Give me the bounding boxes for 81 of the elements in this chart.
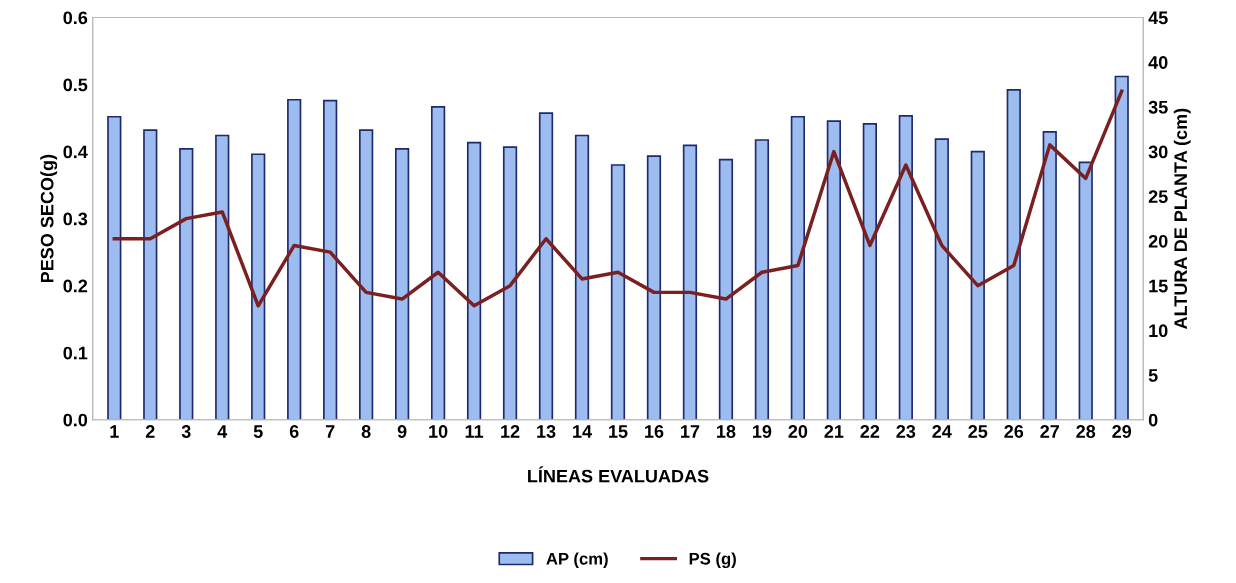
bar — [646, 155, 662, 420]
y2-tick-label: 5 — [1148, 369, 1158, 382]
bar — [1114, 75, 1129, 420]
y-tick-label: 0.6 — [63, 11, 88, 25]
bar — [502, 146, 518, 420]
x-tick-label: 14 — [573, 425, 592, 438]
x-tick-label: 21 — [824, 425, 844, 438]
x-tick-label: 17 — [681, 425, 700, 438]
y2-tick-label: 25 — [1148, 190, 1168, 203]
x-tick-label: 22 — [860, 425, 880, 438]
x-tick-label: 24 — [932, 425, 952, 438]
bar — [682, 144, 698, 420]
y2-tick-label: 15 — [1149, 279, 1168, 293]
x-tick-label: 16 — [645, 425, 664, 438]
bar — [754, 139, 770, 420]
bar — [538, 112, 554, 420]
bar — [430, 106, 446, 420]
bar — [970, 150, 985, 420]
y-tick-label: 0.1 — [63, 346, 88, 360]
x-tick-label: 2 — [145, 425, 155, 438]
x-tick-label: 8 — [361, 425, 371, 438]
y2-axis-title: ALTURA DE PLANTA (cm) — [1173, 108, 1191, 330]
x-tick-label: 10 — [429, 425, 448, 438]
x-tick-label: 27 — [1040, 425, 1059, 438]
line-series — [112, 89, 1124, 308]
y2-tick-label: 45 — [1148, 11, 1168, 25]
bar — [215, 134, 230, 420]
x-tick-label: 7 — [325, 425, 335, 438]
x-tick-label: 5 — [253, 425, 263, 438]
y-tick-label: 0.0 — [63, 413, 88, 427]
bar — [394, 148, 410, 420]
y2-tick-label: 0 — [1148, 413, 1158, 427]
y2-tick-label: 30 — [1148, 145, 1168, 159]
bar — [1078, 161, 1093, 420]
bar — [323, 99, 338, 420]
x-tick-label: 15 — [609, 425, 628, 438]
bar — [107, 115, 122, 420]
x-tick-label: 1 — [110, 425, 119, 438]
bar — [466, 141, 482, 420]
y-tick-label: 0.5 — [63, 78, 88, 92]
y2-tick-label: 10 — [1149, 324, 1168, 338]
x-tick-label: 20 — [788, 425, 808, 438]
bar — [898, 114, 913, 420]
bar — [610, 164, 626, 420]
y2-tick-label: 40 — [1148, 56, 1168, 69]
y2-tick-label: 20 — [1148, 234, 1168, 248]
bar — [179, 148, 194, 420]
x-axis-title: LÍNEAS EVALUADAS — [528, 466, 709, 483]
y-tick-label: 0.2 — [63, 279, 88, 293]
bar — [718, 158, 734, 420]
legend-label: PS (g) — [689, 552, 736, 568]
x-tick-label: 13 — [537, 425, 556, 438]
x-tick-label: 25 — [968, 425, 988, 438]
x-tick-label: 26 — [1004, 425, 1024, 438]
x-tick-label: 4 — [217, 425, 228, 438]
x-tick-label: 19 — [753, 425, 772, 438]
bar — [826, 120, 842, 420]
bar — [1042, 131, 1057, 420]
y-axis-title: PESO SECO(g) — [40, 154, 58, 283]
x-tick-label: 3 — [181, 425, 191, 438]
bar — [1006, 89, 1021, 420]
bar — [287, 98, 302, 420]
x-tick-label: 11 — [465, 425, 484, 438]
bar — [862, 123, 877, 420]
legend-label: AP (cm) — [546, 552, 608, 568]
y2-tick-label: 35 — [1148, 100, 1168, 114]
bar — [574, 134, 590, 420]
x-tick-label: 12 — [501, 425, 520, 438]
x-tick-label: 28 — [1076, 425, 1096, 438]
x-tick-label: 29 — [1112, 425, 1132, 438]
x-tick-label: 18 — [717, 425, 736, 438]
x-tick-label: 9 — [397, 425, 407, 438]
bar — [934, 138, 949, 420]
y-tick-label: 0.4 — [63, 145, 88, 159]
x-tick-label: 6 — [289, 425, 299, 438]
y-tick-label: 0.3 — [63, 212, 88, 226]
bar — [359, 129, 374, 420]
x-tick-label: 23 — [896, 425, 916, 438]
bar — [251, 153, 266, 420]
bar — [143, 129, 158, 420]
bar — [790, 115, 806, 420]
